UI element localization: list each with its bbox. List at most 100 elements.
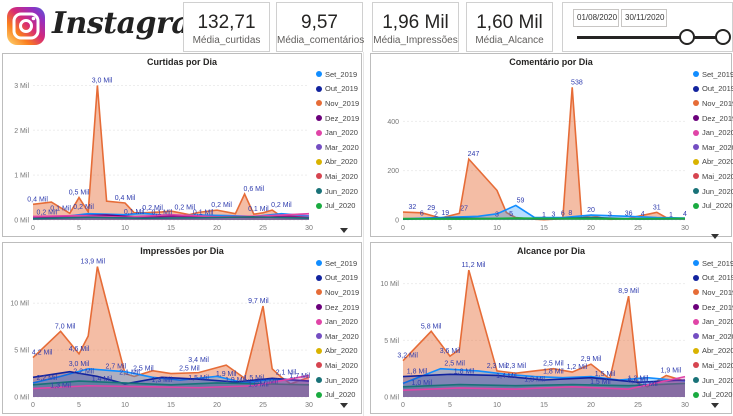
legend-scroll-down-icon[interactable]	[711, 234, 719, 239]
data-label: 1,2 Mil	[628, 375, 649, 382]
data-label: 2,5 Mil	[444, 361, 465, 368]
legend-item-set-2019[interactable]: Set_2019	[693, 256, 733, 271]
legend-item-set-2019[interactable]: Set_2019	[693, 67, 733, 82]
legend-scroll-down-icon[interactable]	[340, 228, 348, 233]
kpi-card-curtidas: 132,71 Média_curtidas	[183, 2, 270, 52]
data-label: 2,5 Mil	[179, 366, 200, 373]
slider-track[interactable]	[577, 36, 727, 39]
legend-item-dez-2019[interactable]: Dez_2019	[693, 111, 733, 126]
legend-item-nov-2019[interactable]: Nov_2019	[316, 96, 368, 111]
legend-item-jul-2020[interactable]: Jul_2020	[316, 198, 368, 213]
legend-item-mar-2020[interactable]: Mar_2020	[316, 140, 368, 155]
legend-item-jun-2020[interactable]: Jun_2020	[316, 373, 368, 388]
legend-item-jan-2020[interactable]: Jan_2020	[316, 125, 368, 140]
data-label: 1,3 Mil	[151, 377, 172, 384]
legend-item-jan-2020[interactable]: Jan_2020	[693, 125, 733, 140]
legend-label: Jan_2020	[325, 317, 358, 327]
legend-marker	[693, 391, 699, 398]
data-label: 4,2 Mil	[32, 350, 53, 357]
kpi-value: 1,96 Mil	[382, 12, 449, 33]
legend-item-mai-2020[interactable]: Mai_2020	[693, 169, 733, 184]
legend-item-abr-2020[interactable]: Abr_2020	[316, 155, 368, 170]
legend-item-jan-2020[interactable]: Jan_2020	[316, 314, 368, 329]
legend-label: Jun_2020	[325, 186, 358, 196]
data-label: 1,4 Mil	[92, 376, 113, 383]
data-label: 8,9 Mil	[618, 288, 639, 295]
data-label: 20	[587, 207, 595, 214]
legend-item-out-2019[interactable]: Out_2019	[693, 271, 733, 286]
legend-item-set-2019[interactable]: Set_2019	[316, 256, 368, 271]
data-label: 27	[460, 205, 468, 212]
series-area-jan-2020	[33, 213, 309, 220]
start-date-input[interactable]: 01/08/2020	[573, 9, 619, 27]
chart-impressoes: 0 Mil 5 Mil 10 Mil 0 5 10 15 20 25 30 4,2 Mil 7,0 M…	[10, 259, 313, 409]
legend-marker	[693, 100, 699, 107]
legend-item-out-2019[interactable]: Out_2019	[693, 82, 733, 97]
series-line-jul-2020	[402, 217, 686, 220]
x-tick-label: 25	[259, 402, 267, 409]
legend-item-jul-2020[interactable]: Jul_2020	[693, 387, 733, 402]
legend-marker	[316, 188, 322, 195]
data-label: 1,3 Mil	[50, 382, 71, 389]
y-tick-label: 10 Mil	[10, 301, 29, 308]
slider-end-handle[interactable]	[715, 29, 731, 45]
legend-item-jan-2020[interactable]: Jan_2020	[693, 314, 733, 329]
legend-label: Mai_2020	[702, 171, 733, 181]
legend-marker	[316, 377, 322, 384]
legend-item-dez-2019[interactable]: Dez_2019	[316, 111, 368, 126]
series-line-jan-2020	[402, 375, 686, 391]
legend-item-mar-2020[interactable]: Mar_2020	[693, 329, 733, 344]
data-label: 2,2 Mil	[36, 375, 57, 382]
legend-item-abr-2020[interactable]: Abr_2020	[693, 344, 733, 359]
legend-item-abr-2020[interactable]: Abr_2020	[316, 344, 368, 359]
legend-item-out-2019[interactable]: Out_2019	[316, 271, 368, 286]
series-line-out-2019	[32, 370, 310, 385]
legend-label: Mai_2020	[325, 360, 358, 370]
legend-label: Set_2019	[702, 69, 733, 79]
legend-label: Dez_2019	[702, 302, 733, 312]
legend-label: Out_2019	[702, 273, 733, 283]
end-date-input[interactable]: 30/11/2020	[621, 9, 667, 27]
legend-item-out-2019[interactable]: Out_2019	[316, 82, 368, 97]
series-area-nov-2019	[33, 266, 309, 397]
legend-item-mai-2020[interactable]: Mai_2020	[316, 169, 368, 184]
legend-marker	[316, 173, 322, 180]
legend-label: Set_2019	[702, 258, 733, 268]
legend-item-mai-2020[interactable]: Mai_2020	[316, 358, 368, 373]
data-label: 2,5 Mil	[543, 361, 564, 368]
legend-item-dez-2019[interactable]: Dez_2019	[316, 300, 368, 315]
legend-item-abr-2020[interactable]: Abr_2020	[693, 155, 733, 170]
legend-item-mar-2020[interactable]: Mar_2020	[316, 329, 368, 344]
legend-item-jul-2020[interactable]: Jul_2020	[693, 198, 733, 213]
legend-scroll-down-icon[interactable]	[340, 403, 348, 408]
kpi-card-comentarios: 9,57 Média_comentários	[276, 2, 364, 52]
data-label: 0,4 Mil	[27, 196, 48, 203]
series-area-nov-2019	[403, 270, 685, 397]
legend-marker	[316, 274, 322, 281]
legend-item-jun-2020[interactable]: Jun_2020	[693, 184, 733, 199]
data-label: 0,1 Mil	[151, 209, 172, 216]
legend-item-mar-2020[interactable]: Mar_2020	[693, 140, 733, 155]
legend-item-jun-2020[interactable]: Jun_2020	[316, 184, 368, 199]
data-label: 0,2 Mil	[142, 205, 163, 212]
legend-label: Jan_2020	[325, 128, 358, 138]
legend-item-dez-2019[interactable]: Dez_2019	[693, 300, 733, 315]
data-label: 1,4 Mil	[637, 381, 658, 388]
legend-scroll-down-icon[interactable]	[711, 403, 719, 408]
legend-item-nov-2019[interactable]: Nov_2019	[693, 96, 733, 111]
series-line-nov-2019	[32, 85, 310, 219]
legend-item-jul-2020[interactable]: Jul_2020	[316, 387, 368, 402]
legend-item-nov-2019[interactable]: Nov_2019	[693, 285, 733, 300]
legend-item-jun-2020[interactable]: Jun_2020	[693, 373, 733, 388]
legend-marker	[693, 202, 699, 209]
y-tick-label: 10 Mil	[380, 281, 399, 288]
slider-start-handle[interactable]	[679, 29, 695, 45]
legend-item-set-2019[interactable]: Set_2019	[316, 67, 368, 82]
data-label: 3,0 Mil	[69, 361, 90, 368]
legend-item-nov-2019[interactable]: Nov_2019	[316, 285, 368, 300]
x-tick-label: 25	[634, 402, 642, 409]
legend-label: Jul_2020	[702, 201, 733, 211]
legend-marker	[693, 260, 699, 267]
kpi-label: Média_Impressões	[373, 35, 458, 46]
legend-item-mai-2020[interactable]: Mai_2020	[693, 358, 733, 373]
